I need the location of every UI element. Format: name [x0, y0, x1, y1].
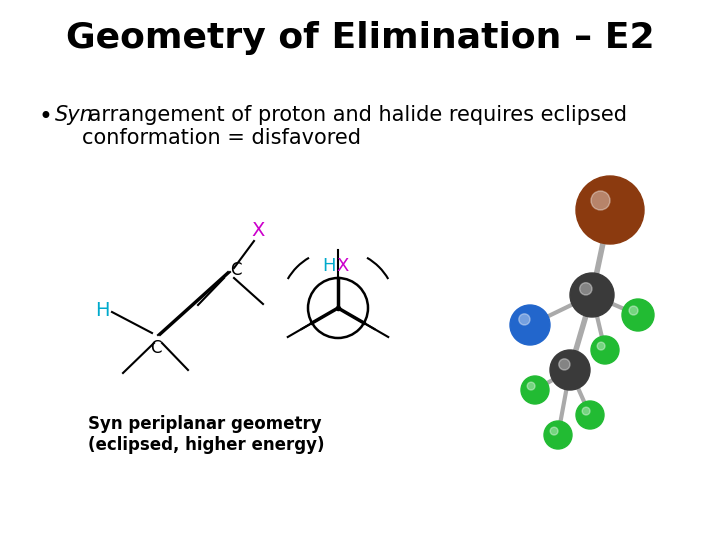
Text: X: X [337, 257, 349, 275]
Circle shape [576, 176, 644, 244]
Circle shape [510, 305, 550, 345]
Circle shape [591, 191, 610, 210]
Text: C: C [230, 261, 242, 279]
Circle shape [519, 314, 530, 325]
Circle shape [591, 336, 619, 364]
Circle shape [550, 350, 590, 390]
Text: X: X [251, 221, 265, 240]
Circle shape [580, 282, 592, 295]
Text: H: H [323, 257, 336, 275]
Circle shape [576, 401, 604, 429]
Circle shape [559, 359, 570, 370]
Text: •: • [38, 105, 52, 129]
Circle shape [527, 382, 535, 390]
Circle shape [622, 299, 654, 331]
Circle shape [550, 427, 558, 435]
Circle shape [629, 306, 638, 315]
Text: arrangement of proton and halide requires eclipsed
conformation = disfavored: arrangement of proton and halide require… [82, 105, 627, 148]
Circle shape [597, 342, 605, 350]
Text: H: H [95, 300, 109, 320]
Text: C: C [150, 339, 162, 357]
Text: Syn periplanar geometry
(eclipsed, higher energy): Syn periplanar geometry (eclipsed, highe… [88, 415, 325, 454]
Circle shape [521, 376, 549, 404]
Circle shape [582, 407, 590, 415]
Text: Geometry of Elimination – E2: Geometry of Elimination – E2 [66, 21, 654, 55]
Text: Syn: Syn [55, 105, 94, 125]
Circle shape [570, 273, 614, 317]
Circle shape [544, 421, 572, 449]
